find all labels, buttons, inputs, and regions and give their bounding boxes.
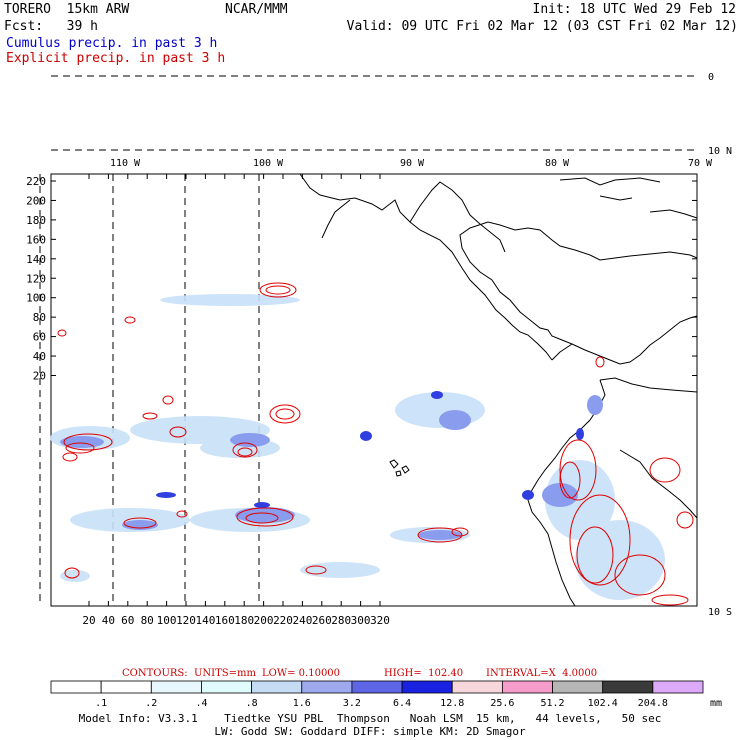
x-axis-ticks: 20 40 60 80 100 120 140 160 180 200 220 240 260 280 30… bbox=[82, 174, 390, 627]
color-scale-label: 204.8 bbox=[638, 698, 668, 709]
color-scale-bar: .1 .2 .4 .8 1.6 3.2 6.4 12.8 25.6 51.2 102.4 204.8 m… bbox=[50, 680, 722, 709]
color-scale-label: 102.4 bbox=[588, 698, 618, 709]
color-scale-label: .2 bbox=[145, 698, 157, 709]
color-scale-label: 3.2 bbox=[343, 698, 361, 709]
x-tick-label: 220 bbox=[273, 614, 293, 627]
latitude-labels: 10 N 0 10 S bbox=[708, 72, 732, 618]
y-axis-ticks: 220 200 180 160 140 120 100 80 60 40 20 bbox=[26, 175, 697, 383]
color-scale-box bbox=[501, 680, 553, 694]
lat-lon-grid bbox=[39, 75, 697, 606]
color-scale-box bbox=[602, 680, 654, 694]
x-tick-label: 40 bbox=[102, 614, 115, 627]
color-scale-box bbox=[301, 680, 353, 694]
color-scale-box bbox=[552, 680, 604, 694]
map-frame bbox=[50, 173, 698, 607]
color-scale-box bbox=[351, 680, 403, 694]
y-tick-label: 120 bbox=[26, 272, 46, 285]
coastlines bbox=[299, 173, 698, 607]
cumulus-precip-areas bbox=[50, 294, 665, 600]
lon-label: 70 W bbox=[688, 158, 713, 169]
y-tick-label: 60 bbox=[33, 331, 46, 344]
cumulus-field-label: Cumulus precip. in past 3 h bbox=[6, 36, 218, 51]
x-tick-label: 140 bbox=[195, 614, 215, 627]
y-tick-label: 20 bbox=[33, 370, 46, 383]
color-scale-label: 12.8 bbox=[440, 698, 464, 709]
forecast-hour: Fcst: 39 h bbox=[4, 19, 98, 34]
x-tick-label: 100 bbox=[157, 614, 177, 627]
org-label: NCAR/MMM bbox=[225, 2, 288, 17]
x-tick-label: 200 bbox=[254, 614, 274, 627]
physics-info: LW: Godd SW: Goddard DIFF: simple KM: 2D… bbox=[214, 725, 526, 738]
color-scale-box bbox=[401, 680, 453, 694]
color-scale-label: .1 bbox=[95, 698, 107, 709]
y-tick-label: 160 bbox=[26, 233, 46, 246]
y-tick-label: 100 bbox=[26, 292, 46, 305]
color-scale-label: .8 bbox=[246, 698, 258, 709]
y-tick-label: 40 bbox=[33, 350, 46, 363]
x-tick-label: 80 bbox=[141, 614, 154, 627]
x-tick-label: 280 bbox=[331, 614, 351, 627]
valid-time: Valid: 09 UTC Fri 02 Mar 12 (03 CST Fri … bbox=[346, 19, 738, 34]
model-info: Model Info: V3.3.1 Tiedtke YSU PBL Thomp… bbox=[78, 712, 662, 725]
y-tick-label: 80 bbox=[33, 311, 46, 324]
x-tick-label: 120 bbox=[176, 614, 196, 627]
color-scale-box bbox=[251, 680, 303, 694]
explicit-field-label: Explicit precip. in past 3 h bbox=[6, 51, 226, 66]
init-time: Init: 18 UTC Wed 29 Feb 12 bbox=[532, 2, 737, 17]
contour-interval: INTERVAL=X 4.0000 bbox=[486, 668, 598, 679]
lat-label: 0 bbox=[708, 72, 714, 83]
color-scale-label: 1.6 bbox=[293, 698, 311, 709]
x-tick-label: 300 bbox=[351, 614, 371, 627]
lat-label: 10 N bbox=[708, 146, 732, 157]
x-tick-label: 260 bbox=[312, 614, 332, 627]
contour-high: HIGH= 102.40 bbox=[384, 668, 464, 679]
color-scale-box bbox=[201, 680, 253, 694]
color-scale-box bbox=[451, 680, 503, 694]
explicit-precip-contours bbox=[57, 282, 694, 606]
lat-label: 10 S bbox=[708, 607, 732, 618]
y-tick-label: 180 bbox=[26, 214, 46, 227]
x-tick-label: 180 bbox=[234, 614, 254, 627]
x-tick-label: 320 bbox=[370, 614, 390, 627]
contour-low: LOW= 0.10000 bbox=[262, 668, 341, 679]
color-scale-label: 25.6 bbox=[490, 698, 514, 709]
y-tick-label: 140 bbox=[26, 253, 46, 266]
x-tick-label: 240 bbox=[292, 614, 312, 627]
color-scale-box bbox=[652, 680, 704, 694]
contour-units: CONTOURS: UNITS=mm bbox=[122, 668, 256, 679]
lon-label: 80 W bbox=[545, 158, 570, 169]
lon-label: 90 W bbox=[400, 158, 425, 169]
color-scale-unit: mm bbox=[710, 698, 722, 709]
model-title: TORERO 15km ARW bbox=[4, 2, 130, 17]
longitude-labels: 110 W 100 W 90 W 80 W 70 W bbox=[110, 158, 713, 169]
y-tick-label: 200 bbox=[26, 194, 46, 207]
color-scale-box bbox=[100, 680, 152, 694]
color-scale-box bbox=[50, 680, 102, 694]
x-tick-label: 20 bbox=[82, 614, 95, 627]
lon-label: 100 W bbox=[253, 158, 284, 169]
color-scale-label: 51.2 bbox=[540, 698, 564, 709]
x-tick-label: 60 bbox=[121, 614, 134, 627]
color-scale-label: 6.4 bbox=[393, 698, 411, 709]
color-scale-box bbox=[150, 680, 202, 694]
lon-label: 110 W bbox=[110, 158, 141, 169]
color-scale-label: .4 bbox=[195, 698, 207, 709]
y-tick-label: 220 bbox=[26, 175, 46, 188]
x-tick-label: 160 bbox=[215, 614, 235, 627]
